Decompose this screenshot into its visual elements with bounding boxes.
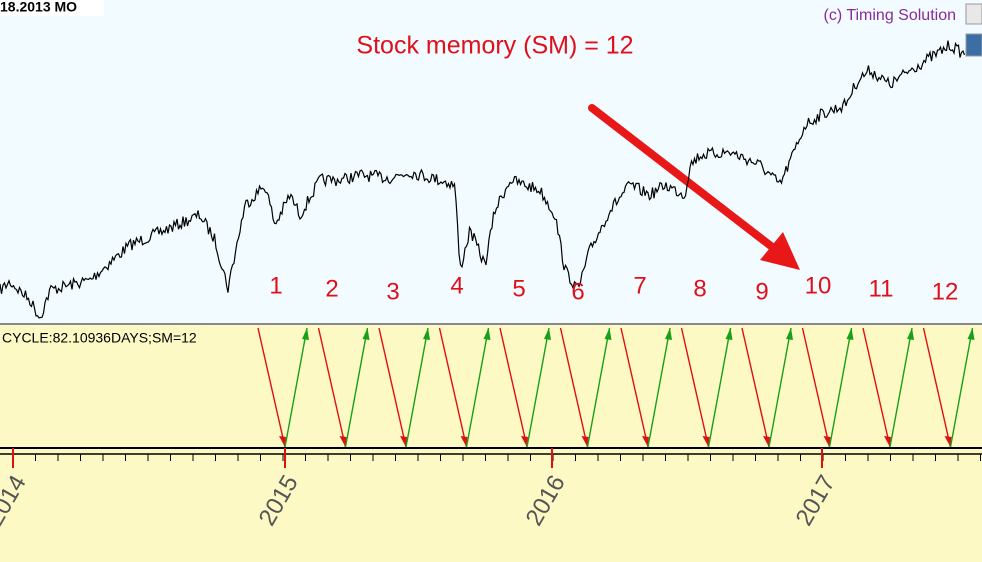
up-arrow — [284, 327, 308, 448]
down-arrow-head — [521, 436, 528, 447]
cycle-number: 12 — [932, 278, 959, 305]
cycle-number: 9 — [755, 278, 768, 305]
up-arrow-head — [846, 328, 854, 340]
down-arrow-head — [279, 436, 286, 447]
down-arrow — [378, 327, 407, 448]
annotation: Stock memory (SM) = 12 — [356, 32, 633, 60]
up-arrow — [647, 327, 671, 448]
up-arrow-head — [362, 328, 370, 340]
cycle-number: 8 — [693, 275, 706, 302]
up-arrow-head — [483, 328, 491, 340]
price-line — [0, 40, 966, 319]
up-arrow — [889, 327, 913, 448]
copyright: (c) Timing Solution — [824, 7, 957, 24]
down-arrow — [922, 327, 952, 448]
up-arrow-head — [967, 328, 975, 340]
cycle-number: 6 — [571, 278, 584, 305]
down-arrow — [438, 327, 468, 448]
cycle-number: 4 — [450, 272, 463, 299]
down-arrow-head — [944, 436, 952, 447]
cycle-number: 3 — [386, 278, 399, 305]
cycle-number: 2 — [325, 275, 338, 302]
down-arrow-head — [642, 436, 649, 447]
down-arrow — [680, 327, 710, 448]
up-arrow — [586, 327, 611, 448]
down-arrow-head — [763, 436, 770, 447]
up-arrow — [828, 327, 853, 448]
up-arrow-head — [544, 328, 551, 340]
date-label: 18.2013 MO — [0, 0, 77, 15]
scroll-button[interactable] — [965, 3, 982, 25]
up-arrow — [465, 327, 490, 448]
down-arrow-head — [460, 436, 468, 447]
up-arrow-head — [604, 328, 612, 340]
up-arrow — [526, 327, 550, 448]
up-arrow — [949, 327, 974, 448]
cycle-number: 7 — [633, 272, 646, 299]
down-arrow — [741, 327, 770, 448]
down-arrow — [559, 327, 589, 448]
globe-button[interactable] — [965, 33, 982, 57]
up-arrow-head — [786, 328, 793, 340]
down-arrow-head — [884, 436, 891, 447]
down-arrow — [257, 327, 286, 448]
arrow-shaft — [588, 104, 784, 257]
down-arrow — [499, 327, 528, 448]
up-arrow-head — [907, 328, 914, 340]
down-arrow — [801, 327, 831, 448]
price-panel — [0, 0, 982, 324]
down-arrow-head — [823, 436, 831, 447]
down-arrow — [317, 327, 347, 448]
up-arrow — [707, 327, 732, 448]
arrow-head — [760, 232, 800, 270]
up-arrow — [405, 327, 429, 448]
cycle-number: 5 — [512, 275, 525, 302]
down-arrow-head — [339, 436, 347, 447]
up-arrow — [768, 327, 792, 448]
cycle-number: 11 — [869, 275, 894, 302]
down-arrow — [862, 327, 891, 448]
up-arrow-head — [725, 328, 733, 340]
up-arrow — [344, 327, 369, 448]
cycle-label: CYCLE:82.10936DAYS;SM=12 — [2, 330, 197, 346]
down-arrow-head — [581, 436, 589, 447]
up-arrow-head — [423, 328, 430, 340]
cycle-panel — [0, 324, 982, 562]
cycle-number: 1 — [269, 272, 282, 299]
up-arrow-head — [302, 328, 309, 340]
up-arrow-head — [665, 328, 672, 340]
down-arrow-head — [702, 436, 710, 447]
cycle-number: 10 — [805, 272, 832, 299]
date-box — [0, 0, 104, 16]
down-arrow — [620, 327, 649, 448]
down-arrow-head — [400, 436, 407, 447]
